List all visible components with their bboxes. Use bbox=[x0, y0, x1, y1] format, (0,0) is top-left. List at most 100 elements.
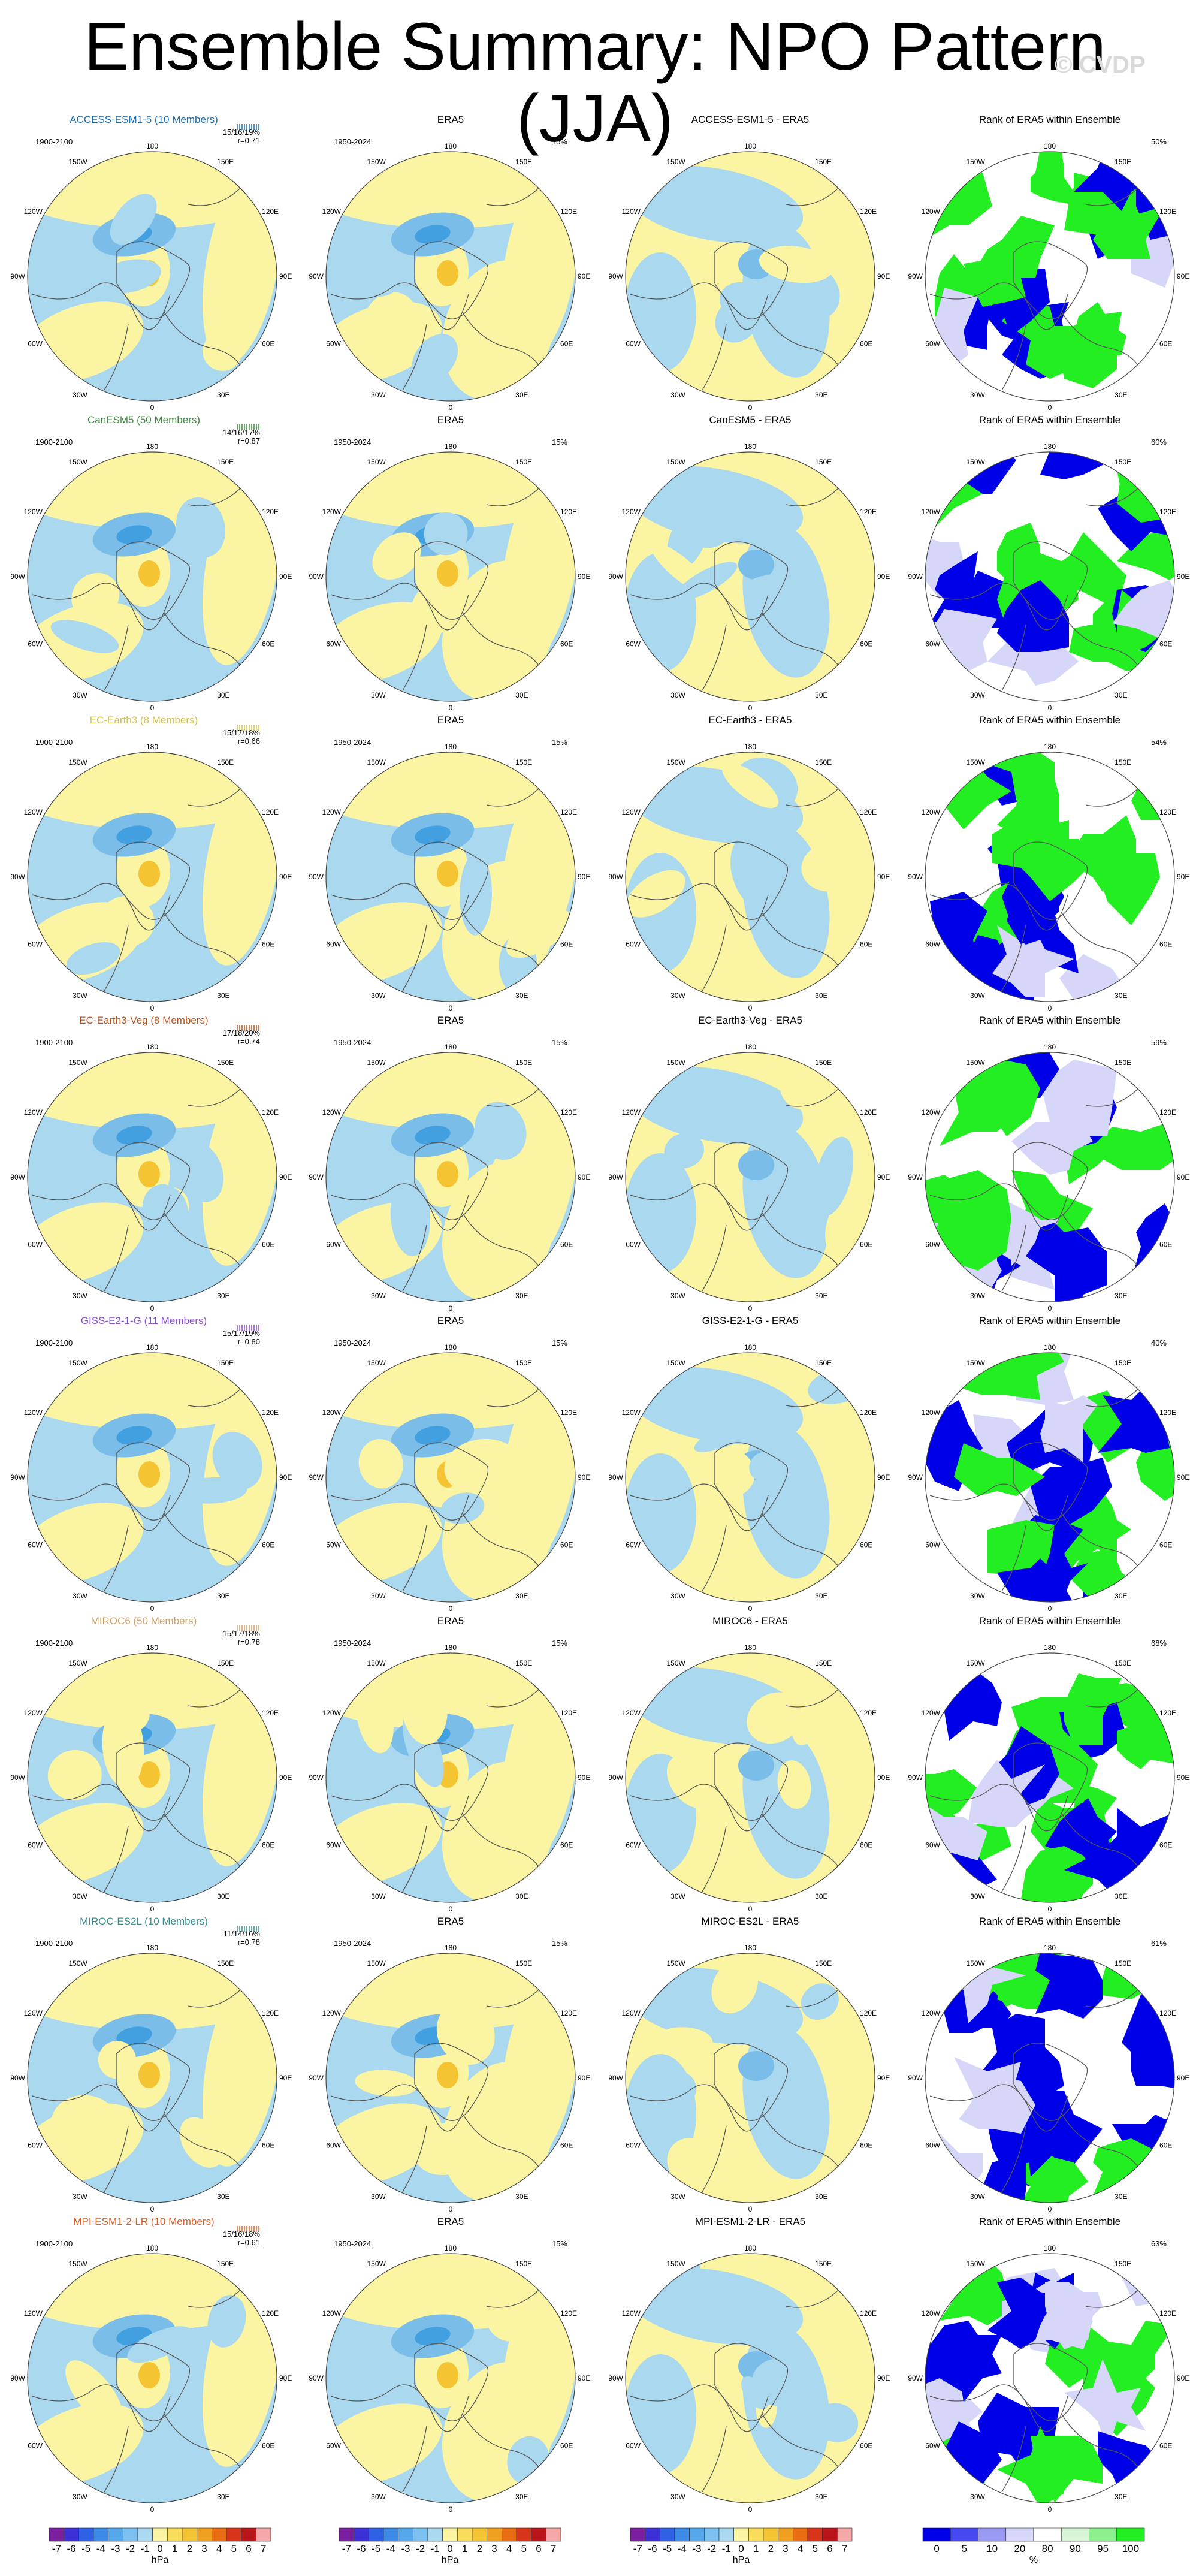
colorbar-swatch bbox=[763, 2527, 778, 2542]
lon-label: 0 bbox=[449, 1905, 453, 1913]
coastline bbox=[786, 1987, 841, 2008]
colorbar-label: -2 bbox=[416, 2543, 425, 2554]
rank-region bbox=[1074, 302, 1126, 360]
map-border bbox=[625, 1052, 875, 1302]
map-field-era5 bbox=[326, 1353, 575, 1602]
contour-region bbox=[102, 1705, 144, 1788]
lon-label: 90W bbox=[309, 2374, 324, 2382]
lon-label: 90W bbox=[608, 572, 623, 581]
lon-label: 0 bbox=[449, 2205, 453, 2213]
lon-label: 30W bbox=[970, 2192, 985, 2201]
lon-label: 30W bbox=[970, 991, 985, 1000]
colorbar-swatch bbox=[108, 2527, 123, 2542]
lon-label: 150W bbox=[966, 1058, 985, 1067]
lon-label: 60E bbox=[1159, 640, 1172, 648]
lon-label: 120W bbox=[922, 508, 941, 516]
lon-label: 30W bbox=[371, 991, 386, 1000]
map-field-diff bbox=[626, 1052, 875, 1302]
longitude-labels: 180 150W 150E 120W 120E 90W 90E 60W 60E 30W 30E 0 bbox=[908, 1643, 1189, 1913]
lon-label: 90W bbox=[309, 572, 324, 581]
longitude-labels: 180 150W 150E 120W 120E 90W 90E 60W 60E 30W 30E 0 bbox=[10, 1043, 292, 1313]
colorbar-label: 7 bbox=[261, 2543, 266, 2554]
lon-label: 60W bbox=[28, 940, 43, 948]
rank-region bbox=[1122, 2254, 1174, 2306]
map-border bbox=[325, 1052, 576, 1302]
map-border bbox=[27, 2253, 277, 2503]
longitude-labels: 180 150W 150E 120W 120E 90W 90E 60W 60E 30W 30E 0 bbox=[10, 142, 292, 412]
longitude-labels: 180 150W 150E 120W 120E 90W 90E 60W 60E 30W 30E 0 bbox=[608, 1043, 890, 1313]
lon-label: 120W bbox=[622, 508, 641, 516]
longitude-labels: 180 150W 150E 120W 120E 90W 90E 60W 60E 30W 30E 0 bbox=[608, 1643, 890, 1913]
lon-label: 30W bbox=[371, 1592, 386, 1600]
rank-region bbox=[1093, 206, 1165, 259]
lon-label: 120E bbox=[560, 508, 577, 516]
lon-label: 90W bbox=[908, 873, 923, 881]
colorbar-swatch bbox=[1116, 2527, 1145, 2542]
pc-stats: 14/16/17% bbox=[223, 428, 261, 437]
lon-label: 150W bbox=[666, 758, 685, 767]
lon-label: 180 bbox=[445, 442, 457, 451]
contour-region bbox=[174, 1141, 223, 1202]
lon-label: 60E bbox=[262, 1841, 274, 1849]
lon-label: 90W bbox=[608, 1473, 623, 1482]
coastline bbox=[1013, 2043, 1088, 2121]
coastline bbox=[1001, 2426, 1026, 2493]
lon-label: 30W bbox=[371, 391, 386, 399]
lon-label: 60W bbox=[28, 2441, 43, 2450]
longitude-labels: 180 150W 150E 120W 120E 90W 90E 60W 60E 30W 30E 0 bbox=[10, 743, 292, 1012]
colorbar-swatch bbox=[487, 2527, 502, 2542]
map-field-diff bbox=[626, 1953, 875, 2203]
coastline bbox=[414, 2343, 489, 2421]
colorbar-label: 3 bbox=[491, 2543, 497, 2554]
lon-label: 150E bbox=[217, 458, 234, 466]
contour-region bbox=[65, 2360, 123, 2427]
lon-label: 180 bbox=[146, 743, 158, 751]
lon-label: 60W bbox=[326, 640, 341, 648]
coastline bbox=[116, 841, 191, 920]
coastline bbox=[104, 924, 129, 991]
lon-label: 120E bbox=[860, 2009, 877, 2017]
coastlines bbox=[929, 1387, 1146, 1592]
lon-label: 60E bbox=[1159, 1540, 1172, 1549]
contour-region bbox=[415, 1126, 451, 1145]
lon-label: 0 bbox=[748, 2205, 753, 2213]
model-panel-title: CanESM5 (50 Members) bbox=[87, 414, 200, 426]
colorbar-label: -7 bbox=[633, 2543, 642, 2554]
colorbar-label: -5 bbox=[663, 2543, 672, 2554]
lon-label: 180 bbox=[1044, 442, 1056, 451]
contour-region bbox=[98, 2041, 137, 2079]
rank-region bbox=[925, 1769, 978, 1822]
rank-region bbox=[1131, 187, 1174, 288]
coastline bbox=[702, 1825, 727, 1892]
lon-label: 180 bbox=[445, 2244, 457, 2252]
lon-label: 120E bbox=[560, 1408, 577, 1417]
coastline bbox=[414, 541, 489, 620]
lon-label: 150E bbox=[515, 758, 532, 767]
rank-panel-title: Rank of ERA5 within Ensemble bbox=[979, 1015, 1120, 1026]
contour-region bbox=[506, 909, 571, 958]
contour-region bbox=[437, 1161, 458, 1187]
lon-label: 150W bbox=[68, 458, 87, 466]
contour-region bbox=[66, 942, 120, 975]
lon-label: 60W bbox=[925, 2141, 940, 2149]
coastline bbox=[630, 2084, 769, 2132]
lon-label: 0 bbox=[1048, 2205, 1052, 2213]
colorbar-swatch bbox=[212, 2527, 227, 2542]
longitude-labels: 180 150W 150E 120W 120E 90W 90E 60W 60E 30W 30E 0 bbox=[908, 2244, 1189, 2514]
lon-label: 30E bbox=[217, 2192, 229, 2201]
lon-label: 30W bbox=[670, 1592, 685, 1600]
lon-label: 180 bbox=[445, 142, 457, 150]
lon-label: 60E bbox=[1159, 1240, 1172, 1248]
lon-label: 180 bbox=[146, 1643, 158, 1652]
lon-label: 60E bbox=[560, 339, 573, 348]
lon-label: 0 bbox=[150, 1905, 155, 1913]
lon-label: 30E bbox=[217, 991, 229, 1000]
coastline bbox=[786, 1387, 841, 1407]
lon-label: 0 bbox=[150, 1004, 155, 1012]
lon-label: 150W bbox=[666, 458, 685, 466]
coastline bbox=[1001, 1825, 1026, 1892]
map-border bbox=[925, 1953, 1175, 2203]
map-field-diff bbox=[626, 1653, 875, 1902]
coastline bbox=[786, 186, 841, 206]
lon-label: 90W bbox=[10, 2074, 25, 2082]
